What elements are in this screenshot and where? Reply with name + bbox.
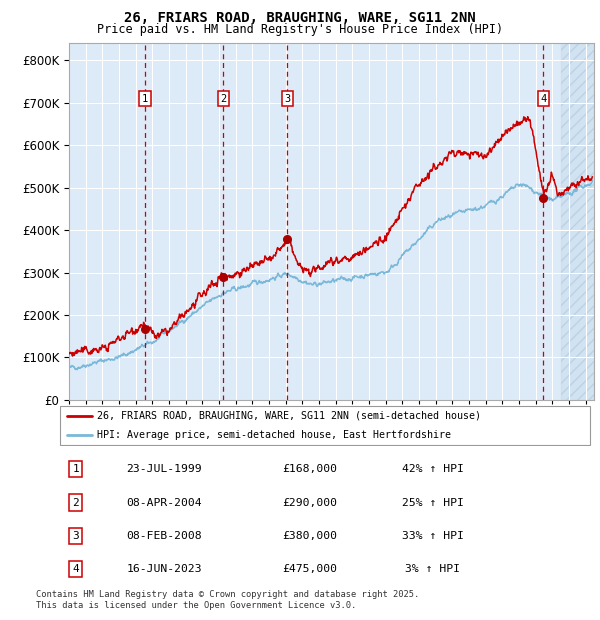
Bar — [560, 43, 594, 400]
Text: 3: 3 — [73, 531, 79, 541]
Text: 4: 4 — [73, 564, 79, 574]
Text: 1: 1 — [73, 464, 79, 474]
Text: 16-JUN-2023: 16-JUN-2023 — [127, 564, 202, 574]
Text: Contains HM Land Registry data © Crown copyright and database right 2025.: Contains HM Land Registry data © Crown c… — [36, 590, 419, 600]
Text: £380,000: £380,000 — [282, 531, 337, 541]
Text: 08-FEB-2008: 08-FEB-2008 — [127, 531, 202, 541]
FancyBboxPatch shape — [59, 406, 590, 445]
Text: 08-APR-2004: 08-APR-2004 — [127, 498, 202, 508]
Text: 3: 3 — [284, 94, 290, 104]
Text: £475,000: £475,000 — [282, 564, 337, 574]
Bar — [560, 43, 594, 400]
Text: 26, FRIARS ROAD, BRAUGHING, WARE, SG11 2NN (semi-detached house): 26, FRIARS ROAD, BRAUGHING, WARE, SG11 2… — [97, 410, 481, 420]
Text: This data is licensed under the Open Government Licence v3.0.: This data is licensed under the Open Gov… — [36, 601, 356, 611]
Text: £290,000: £290,000 — [282, 498, 337, 508]
Text: 25% ↑ HPI: 25% ↑ HPI — [402, 498, 464, 508]
Text: 23-JUL-1999: 23-JUL-1999 — [127, 464, 202, 474]
Text: HPI: Average price, semi-detached house, East Hertfordshire: HPI: Average price, semi-detached house,… — [97, 430, 451, 440]
Text: 3% ↑ HPI: 3% ↑ HPI — [406, 564, 460, 574]
Text: 2: 2 — [220, 94, 227, 104]
Text: 4: 4 — [540, 94, 547, 104]
Text: 26, FRIARS ROAD, BRAUGHING, WARE, SG11 2NN: 26, FRIARS ROAD, BRAUGHING, WARE, SG11 2… — [124, 11, 476, 25]
Text: 1: 1 — [142, 94, 148, 104]
Text: 42% ↑ HPI: 42% ↑ HPI — [402, 464, 464, 474]
Text: Price paid vs. HM Land Registry's House Price Index (HPI): Price paid vs. HM Land Registry's House … — [97, 23, 503, 36]
Text: £168,000: £168,000 — [282, 464, 337, 474]
Text: 2: 2 — [73, 498, 79, 508]
Text: 33% ↑ HPI: 33% ↑ HPI — [402, 531, 464, 541]
